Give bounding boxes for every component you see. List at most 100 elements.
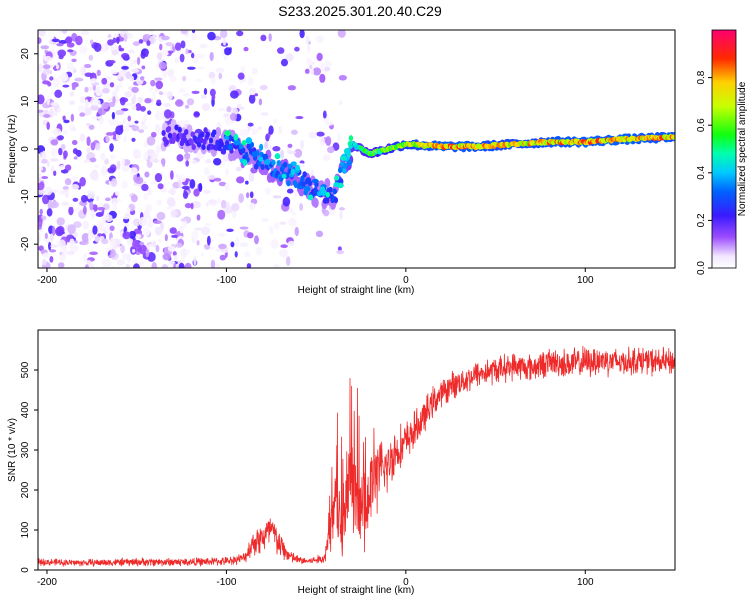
noise-blob: [88, 54, 94, 61]
colorbar-tick-label: 0.2: [696, 213, 707, 227]
noise-blob: [291, 212, 297, 216]
noise-blob: [110, 70, 118, 75]
noise-blob: [141, 121, 145, 126]
noise-blob: [132, 218, 141, 227]
noise-blob: [157, 238, 162, 243]
noise-blob: [179, 53, 185, 63]
noise-blob: [105, 132, 114, 136]
noise-blob: [50, 201, 59, 209]
noise-blob: [105, 247, 110, 252]
carrier-halo: [215, 126, 222, 137]
noise-blob: [166, 196, 176, 206]
snr-y-tick-label: 400: [20, 401, 31, 418]
carrier-core: [203, 127, 208, 134]
noise-blob: [214, 177, 222, 182]
noise-blob: [192, 159, 197, 165]
noise-blob: [103, 260, 109, 268]
noise-blob: [43, 114, 51, 118]
carrier-spot: [333, 182, 340, 188]
noise-blob: [255, 246, 263, 256]
noise-blob: [260, 112, 269, 116]
noise-blob: [225, 168, 229, 176]
noise-blob: [61, 201, 69, 207]
noise-blob: [83, 107, 92, 116]
noise-blob: [46, 121, 50, 130]
noise-blob: [322, 154, 331, 161]
carrier-spot: [227, 143, 233, 151]
noise-blob: [131, 96, 136, 105]
noise-blob: [72, 197, 79, 202]
noise-blob: [89, 201, 94, 211]
noise-blob: [319, 136, 325, 146]
noise-blob: [196, 240, 200, 246]
noise-blob: [169, 75, 177, 83]
noise-blob: [138, 129, 145, 133]
carrier-spot: [334, 175, 340, 181]
noise-blob: [279, 248, 288, 258]
noise-blob: [259, 84, 268, 91]
carrier-spot: [290, 168, 296, 176]
carrier-spot: [340, 156, 347, 161]
noise-blob: [38, 94, 45, 105]
noise-blob: [110, 248, 116, 258]
noise-blob: [175, 173, 180, 179]
noise-blob: [84, 264, 90, 268]
noise-blob: [128, 230, 137, 239]
noise-blob: [230, 241, 235, 248]
noise-blob: [234, 251, 238, 258]
noise-blob: [96, 69, 101, 77]
noise-blob: [116, 160, 121, 170]
noise-blob: [132, 60, 138, 64]
noise-blob: [90, 190, 96, 200]
noise-blob: [137, 96, 144, 104]
noise-blob: [58, 164, 66, 171]
noise-blob: [156, 99, 162, 104]
noise-blob: [71, 85, 76, 91]
noise-blob: [240, 66, 245, 74]
carrier-spot: [241, 139, 247, 146]
noise-blob: [53, 170, 57, 177]
noise-blob: [46, 208, 53, 217]
carrier-spot: [343, 147, 351, 155]
noise-blob: [147, 110, 152, 115]
noise-blob: [88, 263, 95, 268]
noise-blob: [280, 58, 289, 67]
noise-blob: [41, 176, 49, 180]
spectrogram-x-label: Height of straight line (km): [298, 285, 415, 296]
noise-blob: [131, 86, 139, 93]
snr-x-ticks: -200 -100 0 100: [37, 570, 594, 588]
noise-blob: [70, 113, 75, 122]
noise-blob: [78, 105, 86, 114]
noise-blob: [237, 72, 245, 80]
noise-blob: [196, 214, 201, 221]
noise-blob: [167, 68, 175, 78]
spectrogram-y-tick-label: 20: [20, 48, 31, 60]
noise-blob: [226, 228, 234, 232]
noise-blob: [90, 142, 96, 151]
noise-blob: [54, 89, 63, 98]
noise-blob: [226, 106, 232, 113]
noise-blob: [59, 252, 67, 262]
noise-blob: [127, 115, 132, 122]
snr-y-ticks: 0 100 200 300 400 500: [20, 361, 38, 573]
noise-blob: [144, 204, 153, 213]
carrier-spot: [224, 135, 230, 140]
noise-blob: [311, 61, 315, 65]
noise-blob: [115, 109, 125, 116]
noise-blob: [100, 165, 108, 176]
noise-blob: [38, 166, 44, 172]
noise-blob: [91, 99, 101, 106]
noise-blob: [136, 56, 141, 66]
noise-blob: [112, 37, 117, 44]
noise-blob: [107, 39, 114, 46]
noise-blob: [225, 201, 230, 209]
noise-blob: [172, 251, 177, 256]
noise-blob: [169, 227, 177, 234]
noise-blob: [132, 239, 140, 249]
noise-blob: [167, 90, 173, 101]
noise-blob: [118, 81, 123, 89]
snr-y-tick-label: 500: [20, 361, 31, 378]
noise-blob: [287, 85, 297, 91]
noise-blob: [149, 157, 154, 163]
noise-blob: [67, 49, 74, 53]
